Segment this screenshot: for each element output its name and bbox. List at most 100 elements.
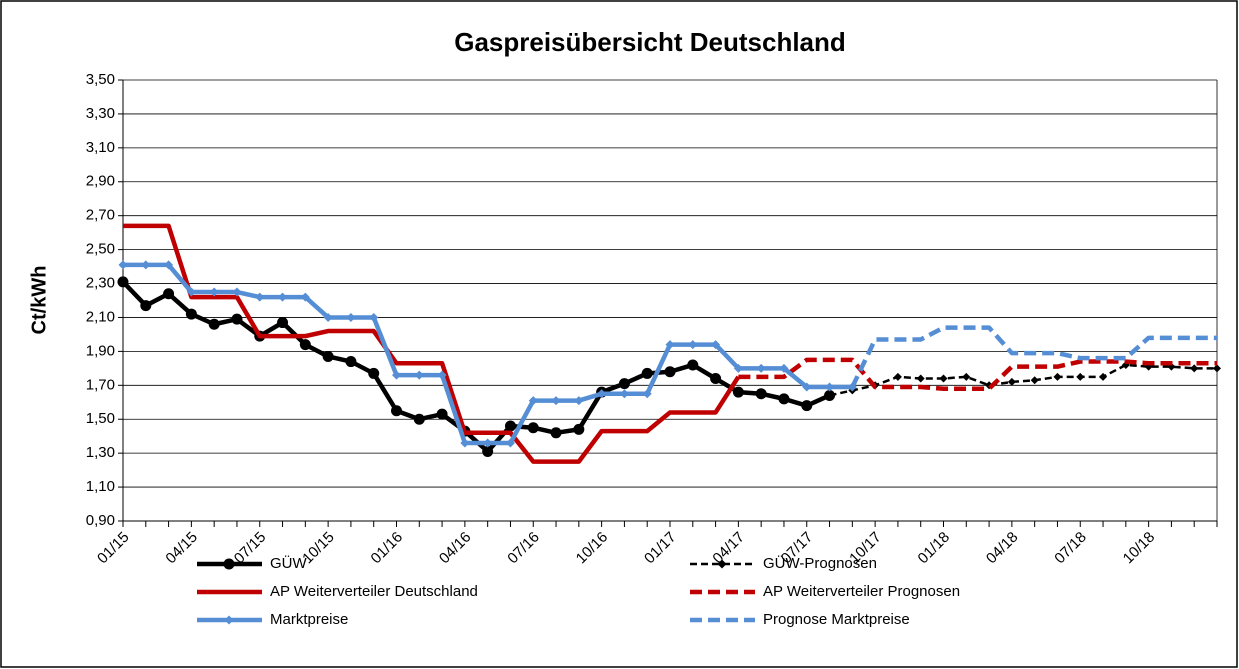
data-point (163, 288, 175, 300)
data-point (164, 260, 174, 270)
data-point (733, 363, 743, 373)
data-point (460, 438, 470, 448)
data-point (664, 366, 676, 378)
y-tick-label: 1,70 (86, 376, 115, 393)
legend-label: Prognose Marktpreise (763, 611, 910, 628)
data-point (551, 396, 561, 406)
data-point (710, 373, 722, 385)
data-point (209, 287, 219, 297)
data-point (231, 313, 243, 325)
y-tick-label: 0,90 (86, 512, 115, 529)
y-tick-label: 2,10 (86, 308, 115, 325)
y-tick-label: 3,50 (86, 71, 115, 88)
series-line (123, 223, 741, 464)
data-point (392, 370, 401, 380)
data-point (118, 260, 128, 270)
data-point (573, 423, 585, 435)
data-point (550, 427, 562, 439)
data-point (688, 340, 698, 350)
data-point (893, 372, 902, 381)
data-point (369, 312, 379, 322)
data-point (802, 382, 812, 392)
data-point (779, 363, 789, 373)
y-tick-label: 2,90 (86, 173, 115, 190)
y-tick-label: 1,10 (86, 478, 115, 495)
data-point (505, 438, 515, 448)
data-point (232, 287, 242, 297)
data-point (527, 422, 539, 434)
data-point (1213, 364, 1221, 373)
data-point (436, 408, 448, 420)
data-point (641, 367, 653, 379)
data-point (368, 367, 380, 379)
legend-marker (223, 558, 235, 570)
chart-title: Gaspreisübersicht Deutschland (454, 27, 846, 57)
y-axis-label: Ct/kWh (28, 266, 50, 335)
data-point (345, 356, 357, 368)
data-point (278, 292, 288, 302)
data-point (1099, 372, 1108, 381)
data-point (528, 396, 538, 406)
data-point (186, 287, 196, 297)
data-point (665, 340, 675, 350)
y-tick-label: 2,70 (86, 207, 115, 224)
data-point (1053, 372, 1062, 381)
series-line (850, 325, 1217, 388)
legend-marker (224, 615, 234, 625)
data-point (323, 312, 333, 322)
data-point (277, 317, 289, 329)
data-point (413, 413, 425, 425)
data-point (755, 388, 767, 400)
data-point (825, 391, 834, 400)
y-tick-label: 1,30 (86, 444, 115, 461)
data-point (574, 396, 584, 406)
data-point (482, 445, 494, 457)
y-tick-label: 2,50 (86, 241, 115, 258)
data-point (619, 389, 629, 399)
data-point (756, 363, 766, 373)
data-point (801, 400, 813, 412)
data-point (299, 339, 311, 351)
legend-label: AP Weiterverteiler Deutschland (270, 583, 478, 600)
data-point (597, 389, 607, 399)
data-point (687, 359, 699, 371)
data-point (117, 276, 129, 288)
data-point (300, 292, 310, 302)
data-point (185, 308, 197, 320)
data-point (141, 260, 151, 270)
data-point (642, 389, 652, 399)
legend-label: AP Weiterverteiler Prognosen (763, 583, 960, 600)
data-point (1190, 364, 1199, 373)
y-tick-label: 3,10 (86, 139, 115, 156)
y-tick-label: 1,90 (86, 342, 115, 359)
data-point (1076, 372, 1085, 381)
y-tick-label: 1,50 (86, 410, 115, 427)
data-point (346, 312, 356, 322)
data-point (322, 350, 334, 362)
data-point (504, 420, 516, 432)
series-line (738, 357, 1217, 391)
legend-label: GÜW-Prognosen (763, 554, 877, 572)
data-point (732, 386, 744, 398)
data-point (618, 378, 630, 390)
y-tick-label: 2,30 (86, 275, 115, 292)
y-tick-label: 3,30 (86, 105, 115, 122)
data-point (1030, 376, 1039, 385)
data-point (939, 374, 948, 383)
data-point (414, 370, 424, 380)
data-point (437, 370, 447, 380)
data-point (711, 340, 721, 350)
data-point (483, 438, 493, 448)
data-point (962, 372, 971, 381)
legend-label: GÜW (270, 554, 308, 572)
data-point (391, 405, 402, 417)
data-point (825, 382, 835, 392)
legend-marker (717, 559, 727, 569)
data-point (208, 318, 220, 330)
data-point (778, 393, 790, 405)
data-point (140, 300, 152, 312)
data-point (1007, 377, 1016, 386)
legend-label: Marktpreise (270, 611, 348, 628)
